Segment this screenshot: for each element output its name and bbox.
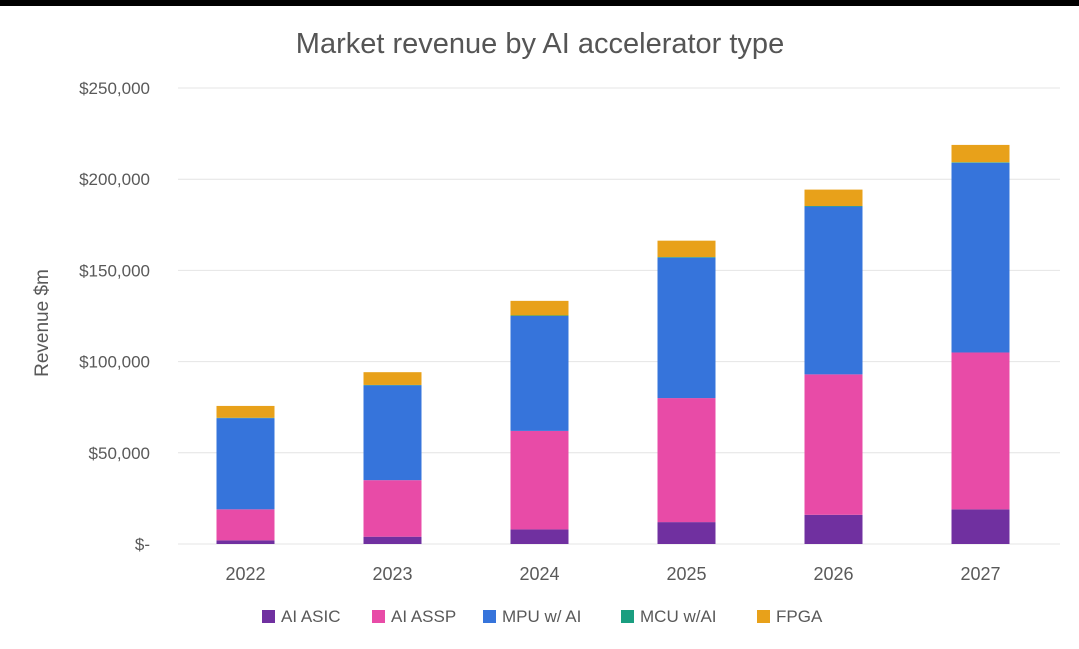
bar-segment-fpga bbox=[216, 405, 275, 418]
bar-segment-fpga bbox=[951, 144, 1010, 163]
bar-segment-ai-asic bbox=[804, 514, 863, 544]
legend-swatch bbox=[372, 610, 385, 623]
x-tick-label: 2023 bbox=[372, 564, 412, 584]
bar-segment-fpga bbox=[363, 372, 422, 385]
bars bbox=[216, 144, 1010, 544]
bar-segment-mpu-w-ai bbox=[657, 257, 716, 399]
bar-segment-ai-assp bbox=[657, 398, 716, 523]
x-tick-label: 2026 bbox=[813, 564, 853, 584]
bar-segment-ai-assp bbox=[510, 430, 569, 530]
bar-segment-fpga bbox=[657, 240, 716, 258]
legend-label: MPU w/ AI bbox=[502, 607, 581, 626]
legend-label: MCU w/AI bbox=[640, 607, 717, 626]
bar-segment-mpu-w-ai bbox=[804, 206, 863, 375]
bar-segment-mcu-w-ai bbox=[510, 315, 569, 316]
legend-swatch bbox=[757, 610, 770, 623]
bar-segment-ai-asic bbox=[951, 509, 1010, 544]
x-tick-label: 2025 bbox=[666, 564, 706, 584]
bar-segment-ai-asic bbox=[657, 522, 716, 544]
legend-swatch bbox=[483, 610, 496, 623]
bar-segment-fpga bbox=[510, 300, 569, 316]
legend-label: AI ASIC bbox=[281, 607, 341, 626]
y-axis-ticks: $- $50,000 $100,000 $150,000 $200,000 $250,00… bbox=[79, 79, 150, 554]
bar-segment-ai-assp bbox=[951, 352, 1010, 510]
bar-segment-ai-asic bbox=[363, 536, 422, 544]
chart-frame: Market revenue by AI accelerator type Re… bbox=[0, 6, 1079, 649]
stacked-bar-chart: Market revenue by AI accelerator type Re… bbox=[32, 28, 1060, 626]
y-tick-label: $100,000 bbox=[79, 353, 150, 372]
bar-segment-mcu-w-ai bbox=[657, 257, 716, 258]
y-axis-label: Revenue $m bbox=[32, 269, 53, 377]
x-axis-ticks: 2022 2023 2024 2025 2026 2027 bbox=[225, 564, 1000, 584]
x-tick-label: 2024 bbox=[519, 564, 559, 584]
bar-segment-mcu-w-ai bbox=[804, 206, 863, 207]
y-tick-label: $150,000 bbox=[79, 261, 150, 280]
legend-swatch bbox=[262, 610, 275, 623]
bar-segment-ai-asic bbox=[216, 540, 275, 544]
y-tick-label: $50,000 bbox=[89, 444, 150, 463]
bar-segment-ai-assp bbox=[216, 509, 275, 541]
legend: AI ASIC AI ASSP MPU w/ AI MCU w/AI FPGA bbox=[262, 607, 823, 626]
bar-segment-ai-assp bbox=[804, 374, 863, 515]
x-tick-label: 2027 bbox=[960, 564, 1000, 584]
gridlines bbox=[178, 87, 1060, 545]
legend-label: AI ASSP bbox=[391, 607, 456, 626]
bar-segment-fpga bbox=[804, 189, 863, 207]
bar-segment-ai-assp bbox=[363, 480, 422, 537]
y-tick-label: $- bbox=[135, 535, 150, 554]
bar-segment-mpu-w-ai bbox=[363, 385, 422, 481]
bar-segment-mcu-w-ai bbox=[951, 162, 1010, 163]
y-tick-label: $250,000 bbox=[79, 79, 150, 98]
bar-segment-mpu-w-ai bbox=[510, 316, 569, 431]
bar-segment-ai-asic bbox=[510, 529, 569, 544]
chart-title: Market revenue by AI accelerator type bbox=[296, 28, 784, 60]
legend-swatch bbox=[621, 610, 634, 623]
y-tick-label: $200,000 bbox=[79, 170, 150, 189]
bar-segment-mpu-w-ai bbox=[951, 162, 1010, 353]
x-tick-label: 2022 bbox=[225, 564, 265, 584]
bar-segment-mpu-w-ai bbox=[216, 418, 275, 510]
legend-label: FPGA bbox=[776, 607, 823, 626]
